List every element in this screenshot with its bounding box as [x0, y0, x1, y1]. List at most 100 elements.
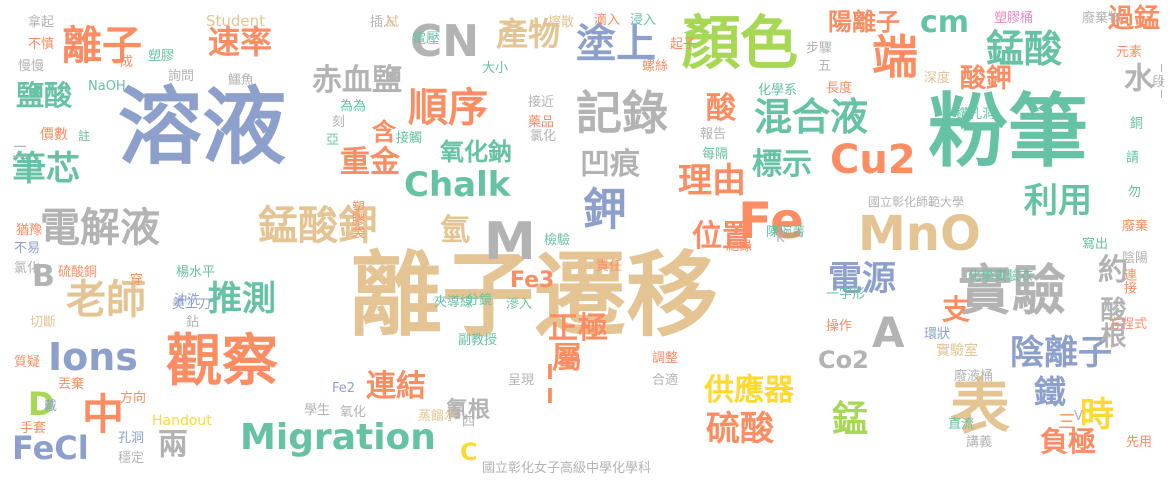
cloud-word: 段: [1152, 75, 1166, 90]
cloud-word: 蒸餾水: [418, 409, 458, 424]
cloud-word: 供應器: [704, 373, 794, 408]
cloud-word: 合適: [652, 373, 679, 388]
cloud-word: 學生: [304, 403, 331, 418]
cloud-word: 筆芯: [12, 149, 80, 189]
cloud-word: 硫酸: [706, 409, 774, 449]
cloud-word: B: [32, 259, 55, 294]
cloud-word: 起子: [670, 37, 697, 52]
cloud-word: 五: [818, 59, 832, 74]
cloud-word: 混合液: [754, 95, 869, 139]
cloud-word: 化學系: [758, 83, 798, 98]
cloud-word: 接近: [528, 95, 555, 110]
cloud-word: 元素: [1116, 45, 1143, 60]
cloud-word: 滲入: [506, 297, 533, 312]
cloud-word: 赤血鹽: [312, 63, 402, 98]
cloud-word: 手套: [20, 421, 47, 436]
cloud-word: 表: [950, 373, 1010, 443]
cloud-word: Student: [206, 12, 266, 30]
cloud-word: 國立彰化女子高級中學化學科: [482, 461, 652, 476]
cloud-word: 國立彰化師範大學: [868, 195, 965, 209]
cloud-word: 質疑: [14, 355, 41, 370]
cloud-word: 兩: [152, 428, 187, 458]
cloud-word: MnO: [858, 206, 981, 262]
cloud-word: 端: [872, 30, 918, 84]
cloud-word: II: [538, 360, 562, 408]
cloud-word: 寫出: [1082, 237, 1109, 252]
cloud-word: 先用: [1126, 435, 1153, 450]
cloud-word: 夾導線: [434, 295, 474, 310]
cloud-word: 溶液: [118, 78, 287, 176]
cloud-word: Co2: [818, 346, 869, 374]
cloud-word: 擦散: [548, 15, 575, 30]
cloud-word: 粉筆: [928, 85, 1088, 178]
cloud-word: 四: [462, 415, 476, 430]
cloud-word: 滴入: [594, 13, 621, 28]
cloud-word: 陽離子: [828, 8, 900, 36]
cloud-word: cm: [920, 5, 970, 40]
cloud-word: 氫: [440, 213, 470, 248]
cloud-word: 陳琬菁: [766, 225, 806, 240]
cloud-word: 含: [372, 118, 396, 146]
cloud-word: 沖洗: [174, 293, 201, 308]
cloud-word: 亞: [326, 133, 340, 148]
cloud-word: 請: [1123, 150, 1138, 163]
cloud-word: 藥品: [528, 115, 555, 130]
cloud-word: 標示: [752, 147, 812, 182]
cloud-word: M: [484, 212, 536, 272]
cloud-word: 氰根: [446, 398, 491, 423]
cloud-word: 成: [120, 55, 134, 70]
cloud-word: 產物: [496, 15, 561, 53]
cloud-word: 推測: [208, 279, 276, 319]
cloud-word: 鉆: [186, 315, 200, 330]
cloud-word: 連結: [366, 369, 426, 404]
cloud-word: 分鏡: [466, 293, 493, 308]
cloud-word: 戴: [44, 399, 58, 414]
cloud-word: 方向: [120, 391, 147, 406]
cloud-word: D: [28, 385, 55, 423]
cloud-word: 調整: [652, 351, 679, 366]
cloud-word: 慢慢: [18, 59, 45, 74]
cloud-word: 檢驗: [544, 233, 571, 248]
cloud-word: 一字形: [826, 287, 866, 302]
cloud-word: 中: [82, 390, 125, 439]
cloud-word: 副教授: [458, 333, 498, 348]
cloud-word: 離子遷移: [350, 242, 719, 349]
cloud-word: 錳酸鉀: [258, 203, 378, 249]
cloud-word: 切斷: [30, 315, 57, 330]
cloud-word: 時: [1080, 395, 1114, 435]
cloud-word: FeCl: [12, 429, 89, 467]
cloud-word: 硫酸銅: [58, 265, 98, 280]
cloud-word: 支: [942, 293, 971, 326]
cloud-word: 負極: [1040, 425, 1097, 458]
cloud-word: 方程式: [1108, 317, 1148, 332]
cloud-word: 錳: [832, 399, 869, 440]
cloud-word: Fe: [738, 192, 805, 250]
cloud-word: 丟棄: [58, 377, 85, 392]
cloud-word: 紀錄: [726, 239, 753, 254]
cloud-word: 註: [78, 129, 91, 143]
cloud-word: 氯化: [530, 129, 557, 144]
cloud-word: 塑膠: [148, 49, 175, 64]
cloud-word: 速率: [208, 23, 273, 61]
cloud-word: 酸根: [1096, 296, 1126, 348]
cloud-word: 塑膠桶: [994, 11, 1034, 26]
cloud-word: 報告: [700, 127, 727, 142]
cloud-word: 錳酸: [986, 27, 1063, 71]
cloud-word: 接觸: [396, 131, 423, 146]
cloud-word: 長度: [826, 81, 853, 96]
cloud-word: A: [872, 308, 905, 357]
cloud-word: 理由: [678, 161, 746, 201]
cloud-word: 重金: [340, 145, 400, 180]
cloud-word: 價數: [40, 127, 68, 143]
cloud-word: 鑽孔洞: [956, 107, 996, 122]
cloud-word: Migration: [240, 417, 436, 458]
cloud-word: 老師: [66, 277, 146, 323]
cloud-word: V: [1074, 409, 1083, 424]
cloud-word: 實驗室: [936, 343, 978, 359]
cloud-word: 步驟: [806, 41, 833, 56]
cloud-word: C: [460, 438, 478, 466]
cloud-word: 廢棄: [1122, 219, 1149, 234]
cloud-word: 美工刀: [172, 297, 212, 312]
cloud-word: 化學實驗衣: [968, 269, 1034, 284]
cloud-word: 大小: [482, 61, 509, 76]
